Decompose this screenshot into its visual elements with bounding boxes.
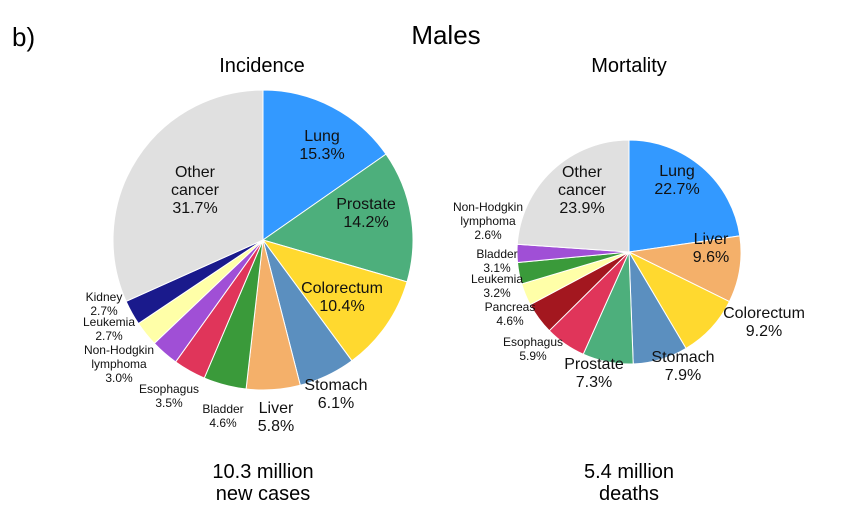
mortality-label-pancreas: Pancreas 4.6% — [485, 300, 536, 328]
incidence-total-line1: 10.3 million — [212, 461, 313, 483]
figure-title: Males — [411, 20, 480, 50]
mortality-total-line2: deaths — [599, 483, 659, 505]
incidence-label-prostate: Prostate 14.2% — [336, 196, 396, 231]
mortality-total-line1: 5.4 million — [584, 461, 674, 483]
incidence-slice-lung — [262, 89, 387, 241]
incidence-slice-prostate — [261, 153, 414, 283]
incidence-labels: Lung 15.3% Prostate 14.2% Colorectum 10.4% Sto… — [83, 128, 396, 435]
mortality-label-lung: Lung 22.7% — [654, 163, 699, 198]
mortality-label-other-cancer: Other cancer 23.9% — [558, 164, 607, 217]
incidence-slice-colorectum — [261, 239, 408, 362]
mortality-title: Mortality — [591, 55, 667, 77]
incidence-label-colorectum: Colorectum 10.4% — [301, 280, 383, 315]
mortality-label-colorectum: Colorectum 9.2% — [723, 305, 805, 340]
incidence-label-bladder: Bladder 4.6% — [202, 402, 243, 430]
incidence-label-non-hodgkin-lymphoma: Non-Hodgkin lymphoma 3.0% — [84, 343, 154, 385]
mortality-pie — [516, 139, 742, 365]
mortality-label-liver: Liver 9.6% — [693, 231, 729, 266]
incidence-slice-other-cancer — [112, 89, 264, 302]
incidence-label-leukemia: Leukemia 2.7% — [83, 315, 135, 343]
mortality-label-prostate: Prostate 7.3% — [564, 356, 624, 391]
mortality-label-esophagus: Esophagus 5.9% — [503, 335, 563, 363]
mortality-slice-other-cancer — [516, 139, 630, 253]
incidence-label-other-cancer: Other cancer 31.7% — [171, 164, 220, 217]
incidence-label-kidney: Kidney 2.7% — [86, 290, 123, 318]
incidence-label-esophagus: Esophagus 3.5% — [139, 382, 199, 410]
panel-label: b) — [12, 22, 35, 52]
incidence-label-lung: Lung 15.3% — [299, 128, 344, 163]
mortality-label-leukemia: Leukemia 3.2% — [471, 272, 523, 300]
mortality-label-non-hodgkin-lymphoma: Non-Hodgkin lymphoma 2.6% — [453, 200, 523, 242]
mortality-labels: Lung 22.7% Liver 9.6% Colorectum 9.2% Stomach 7… — [453, 163, 805, 391]
incidence-label-stomach: Stomach 6.1% — [304, 377, 367, 412]
mortality-label-stomach: Stomach 7.9% — [651, 349, 714, 384]
incidence-total-line2: new cases — [216, 483, 311, 505]
mortality-slice-lung — [628, 139, 741, 253]
incidence-label-liver: Liver 5.8% — [258, 400, 294, 435]
incidence-title: Incidence — [219, 55, 305, 77]
mortality-label-bladder: Bladder 3.1% — [476, 247, 517, 275]
incidence-pie — [112, 89, 414, 391]
